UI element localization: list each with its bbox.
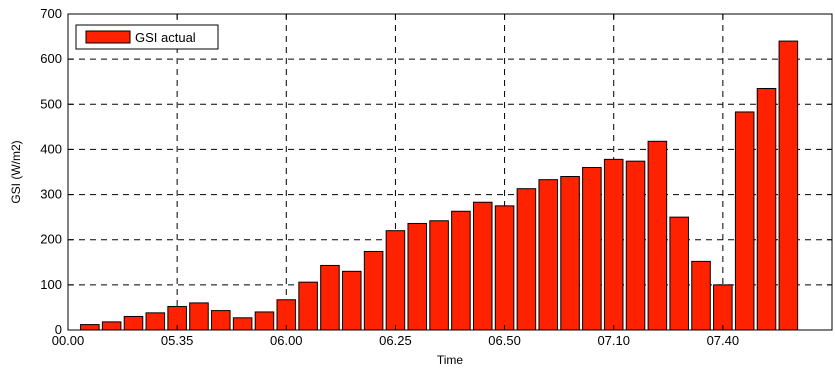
bar — [145, 312, 166, 331]
bar — [691, 260, 711, 331]
legend-swatch — [85, 30, 131, 44]
bar — [582, 166, 602, 331]
legend: GSI actual — [75, 24, 219, 50]
bar — [101, 321, 122, 331]
x-tick-label: 06.00 — [270, 333, 303, 348]
x-tick-label: 07.40 — [707, 333, 740, 348]
bar — [123, 315, 144, 331]
x-axis-label: Time — [437, 353, 464, 367]
bars — [80, 40, 799, 331]
x-tick-label: 05.35 — [161, 333, 194, 348]
plot-frame — [67, 13, 833, 331]
bar — [232, 317, 253, 331]
y-tick-label: 400 — [40, 141, 62, 156]
bar — [407, 222, 428, 331]
legend-label: GSI actual — [135, 30, 196, 45]
bar — [494, 205, 515, 331]
bar — [363, 250, 384, 331]
bar — [472, 201, 493, 331]
bar — [298, 281, 318, 331]
x-tick-label: 00.00 — [52, 333, 85, 348]
bar — [560, 176, 580, 331]
y-tick-label: 500 — [40, 96, 62, 111]
bar — [516, 188, 537, 331]
axes: 0 100 200 300 400 500 600 700 00.00 05.35 06.00 06.… — [40, 6, 832, 348]
legend-box — [75, 24, 219, 50]
bar — [254, 311, 275, 331]
bar — [713, 284, 733, 331]
bar — [538, 179, 559, 331]
bar — [756, 87, 777, 331]
bar — [647, 140, 668, 331]
y-tick-label: 100 — [40, 277, 62, 292]
bar — [603, 158, 624, 331]
y-tick-label: 600 — [40, 51, 62, 66]
bar — [189, 302, 209, 331]
y-tick-label: 200 — [40, 232, 62, 247]
x-tick-label: 06.50 — [488, 333, 521, 348]
y-tick-label: 700 — [40, 6, 62, 21]
x-tick-label: 06.25 — [379, 333, 412, 348]
bar — [80, 324, 100, 331]
bar — [625, 160, 646, 331]
bar — [211, 310, 231, 331]
bar — [778, 40, 799, 331]
bar — [429, 220, 449, 331]
grid — [68, 14, 832, 330]
bar — [451, 210, 471, 331]
y-tick-label: 0 — [55, 322, 62, 337]
y-tick-label: 300 — [40, 187, 62, 202]
x-tick-label: 07.10 — [597, 333, 630, 348]
bar — [341, 270, 362, 331]
bar — [320, 264, 340, 331]
y-axis-label: GSI (W/m2) — [9, 140, 23, 203]
bar — [734, 111, 755, 331]
bar — [385, 230, 406, 331]
bar — [669, 216, 689, 331]
